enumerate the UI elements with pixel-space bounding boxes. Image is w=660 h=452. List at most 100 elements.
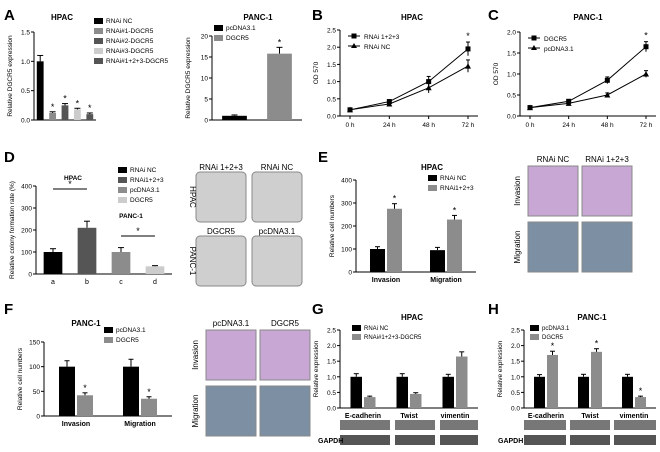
bar bbox=[86, 114, 94, 120]
micrograph-image bbox=[205, 385, 257, 437]
bar bbox=[123, 366, 139, 416]
y-tick-label: 1.0 bbox=[511, 374, 520, 381]
micrograph-e-right-label: RNAi 1+2+3 bbox=[585, 155, 629, 164]
y-tick-label: 1.5 bbox=[507, 51, 516, 58]
micrograph-f-row1: Invasion bbox=[191, 340, 200, 370]
colony-dish-image bbox=[195, 235, 247, 287]
legend-label: RNAi#2-DGCR5 bbox=[106, 38, 154, 45]
legend-label: RNAi NC bbox=[440, 175, 467, 182]
bar bbox=[141, 398, 157, 416]
y-tick-label: 0.0 bbox=[327, 114, 336, 121]
y-axis-label: OD 570 bbox=[493, 62, 500, 85]
point bbox=[565, 100, 572, 106]
bar bbox=[447, 219, 462, 272]
legend-label: pcDNA3.1 bbox=[130, 187, 160, 194]
western-blot-band bbox=[570, 435, 610, 445]
y-tick-label: 400 bbox=[341, 178, 352, 185]
legend-swatch bbox=[94, 18, 103, 24]
western-blot-band bbox=[614, 435, 656, 445]
y-tick-label: 2.5 bbox=[327, 28, 336, 35]
legend-swatch bbox=[94, 48, 103, 54]
significance-star: * bbox=[393, 194, 397, 204]
y-tick-label: 1.5 bbox=[511, 359, 520, 366]
point bbox=[643, 44, 649, 50]
panel-label-d: D bbox=[4, 149, 15, 166]
significance-star: * bbox=[644, 31, 648, 41]
colony-image-block: RNAi 1+2+3 RNAi NC DGCR5 pcDNA3.1 HPAC P… bbox=[188, 163, 303, 287]
panel-label-e: E bbox=[318, 149, 328, 166]
blot-label: GAPDH bbox=[318, 438, 343, 445]
micrograph-f-row2: Migration bbox=[191, 395, 200, 428]
point bbox=[465, 63, 471, 69]
x-tick-label: Twist bbox=[400, 413, 418, 420]
y-tick-label: 5 bbox=[204, 97, 208, 104]
y-tick-label: 10 bbox=[201, 76, 209, 83]
x-tick-label: 0 h bbox=[525, 122, 534, 129]
panel-label-a: A bbox=[4, 7, 15, 24]
significance-star: * bbox=[76, 98, 80, 108]
significance-star: * bbox=[63, 94, 67, 104]
legend-swatch bbox=[530, 334, 539, 340]
y-axis-label: Relative cell numbers bbox=[17, 347, 24, 410]
significance-star: * bbox=[68, 179, 72, 189]
y-tick-label: 1.0 bbox=[507, 72, 516, 79]
legend-label: RNAi NC bbox=[364, 326, 389, 332]
series-line bbox=[349, 48, 469, 111]
y-tick-label: 0 bbox=[204, 118, 208, 125]
y-tick-label: 150 bbox=[29, 340, 40, 347]
significance-star: * bbox=[551, 341, 555, 351]
western-blot-band bbox=[395, 435, 435, 445]
legend-label: DGCR5 bbox=[130, 197, 153, 204]
panel-label-c: C bbox=[488, 7, 499, 24]
significance-star: * bbox=[466, 31, 470, 41]
point bbox=[425, 84, 432, 91]
y-tick-label: 0.5 bbox=[507, 93, 516, 100]
legend-swatch bbox=[118, 187, 127, 193]
western-blot-band bbox=[440, 435, 478, 445]
colony-label-top-right: RNAi NC bbox=[261, 163, 294, 172]
y-tick-label: 1.5 bbox=[327, 359, 336, 366]
bar bbox=[59, 366, 75, 416]
legend-label: RNAi#1-DGCR5 bbox=[106, 28, 154, 35]
y-axis-label: Relative expression bbox=[497, 340, 504, 397]
micrograph-image bbox=[259, 329, 311, 381]
x-tick-label: a bbox=[51, 279, 55, 286]
legend-label: RNAi#3-DGCR5 bbox=[106, 48, 154, 55]
y-tick-label: 2.0 bbox=[327, 343, 336, 350]
series-line bbox=[349, 65, 469, 111]
bar bbox=[36, 61, 44, 120]
chart-title: PANC-1 bbox=[573, 13, 603, 22]
bar bbox=[622, 376, 633, 408]
y-tick-label: 1.0 bbox=[327, 79, 336, 86]
point bbox=[465, 46, 471, 52]
micrograph-image bbox=[527, 221, 579, 273]
point bbox=[643, 71, 649, 77]
bar bbox=[364, 397, 376, 408]
bar bbox=[456, 356, 468, 408]
y-axis-label: Relative colony formation rate (%) bbox=[9, 181, 16, 279]
legend-label: DGCR5 bbox=[226, 35, 249, 42]
chart-title: HPAC bbox=[51, 13, 73, 22]
point bbox=[386, 100, 393, 107]
y-tick-label: 300 bbox=[21, 206, 32, 213]
bar bbox=[430, 250, 445, 272]
significance-star: * bbox=[453, 205, 457, 215]
bar bbox=[442, 376, 454, 408]
y-tick-label: 1.5 bbox=[21, 30, 30, 37]
y-tick-label: 0.0 bbox=[507, 114, 516, 121]
significance-star: * bbox=[595, 339, 599, 349]
bar bbox=[77, 227, 97, 274]
western-blot-band bbox=[395, 420, 435, 430]
legend-label: RNAi#1+2+3-DGCR5 bbox=[364, 335, 422, 341]
chart-title: PANC-1 bbox=[71, 319, 101, 328]
chart-title: HPAC bbox=[421, 163, 443, 172]
micrograph-image bbox=[581, 221, 633, 273]
x-tick-label: Invasion bbox=[372, 277, 400, 284]
bar bbox=[49, 112, 57, 120]
y-tick-label: 2.0 bbox=[507, 30, 516, 37]
x-tick-label: vimentin bbox=[441, 413, 470, 420]
significance-star: * bbox=[278, 37, 282, 47]
y-tick-label: 0.5 bbox=[21, 88, 30, 95]
legend-label: pcDNA3.1 bbox=[542, 326, 570, 332]
bar bbox=[111, 252, 131, 274]
